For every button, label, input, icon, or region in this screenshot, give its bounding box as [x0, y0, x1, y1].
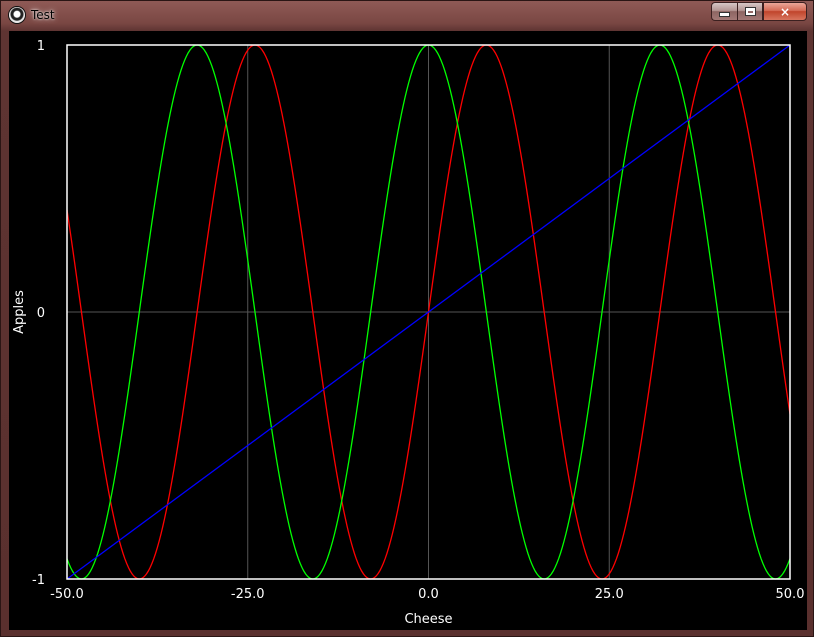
x-tick-label: 50.0 — [776, 587, 805, 602]
y-axis-label: Apples — [12, 290, 27, 334]
y-tick-label: 1 — [37, 39, 45, 54]
app-icon[interactable] — [9, 7, 25, 23]
x-axis-label: Cheese — [404, 612, 452, 627]
x-tick-label: 0.0 — [418, 587, 439, 602]
minimize-button[interactable] — [711, 2, 737, 21]
plot-frame — [66, 44, 791, 580]
line-chart: -50.0 -25.0 0.0 25.0 50.0 -1 0 1 Cheese Apples — [12, 39, 804, 627]
x-tick-label: 25.0 — [595, 587, 624, 602]
y-tick-label: -1 — [32, 573, 45, 588]
x-tick-labels: -50.0 -25.0 0.0 25.0 50.0 — [50, 587, 804, 602]
x-tick-label: -50.0 — [50, 587, 84, 602]
minimize-icon — [720, 13, 729, 16]
window-title: Test — [31, 8, 55, 22]
maximize-icon — [745, 8, 755, 15]
title-bar[interactable]: Test × — [1, 1, 813, 29]
y-tick-labels: -1 0 1 — [32, 39, 45, 588]
caption-buttons: × — [711, 2, 807, 21]
series-line-2 — [66, 44, 791, 580]
y-tick-label: 0 — [37, 306, 45, 321]
maximize-button[interactable] — [737, 2, 763, 21]
close-button[interactable]: × — [763, 2, 807, 21]
x-tick-label: -25.0 — [231, 587, 265, 602]
close-icon: × — [779, 4, 791, 19]
plot-area: -50.0 -25.0 0.0 25.0 50.0 -1 0 1 Cheese Apples — [9, 31, 807, 630]
